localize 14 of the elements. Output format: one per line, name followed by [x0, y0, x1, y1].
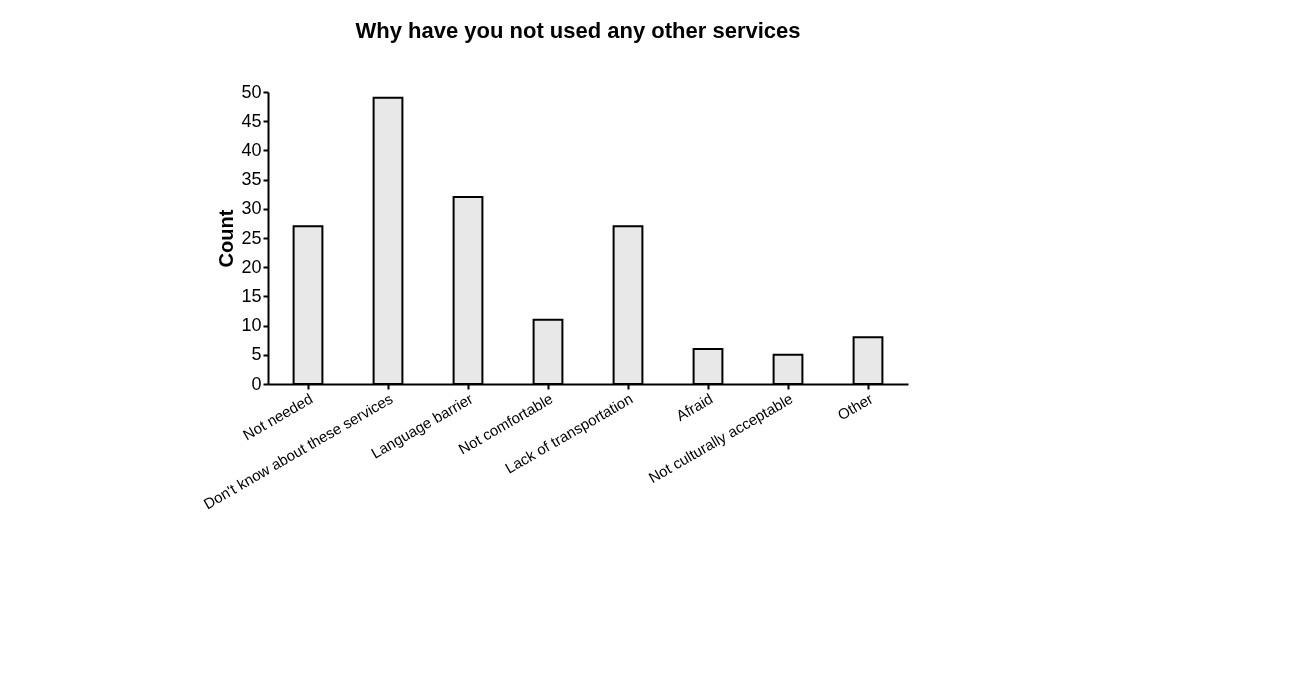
- y-tick-label: 5: [251, 344, 262, 365]
- y-tick-label: 45: [241, 110, 262, 131]
- y-axis-title: Count: [215, 209, 238, 268]
- y-tick-label: 40: [241, 139, 262, 160]
- y-tick-label: 35: [241, 169, 262, 190]
- y-tick-label: 25: [241, 227, 262, 248]
- chart-title: Why have you not used any other services: [355, 18, 801, 43]
- y-tick-label: 15: [241, 285, 262, 306]
- y-tick-label: 10: [241, 315, 262, 336]
- y-tick-label: 50: [241, 81, 262, 102]
- y-tick-label: 30: [241, 198, 262, 219]
- y-tick-label: 20: [241, 256, 262, 277]
- x-tick-label: Other: [834, 389, 876, 424]
- y-tick-label: 0: [251, 373, 262, 394]
